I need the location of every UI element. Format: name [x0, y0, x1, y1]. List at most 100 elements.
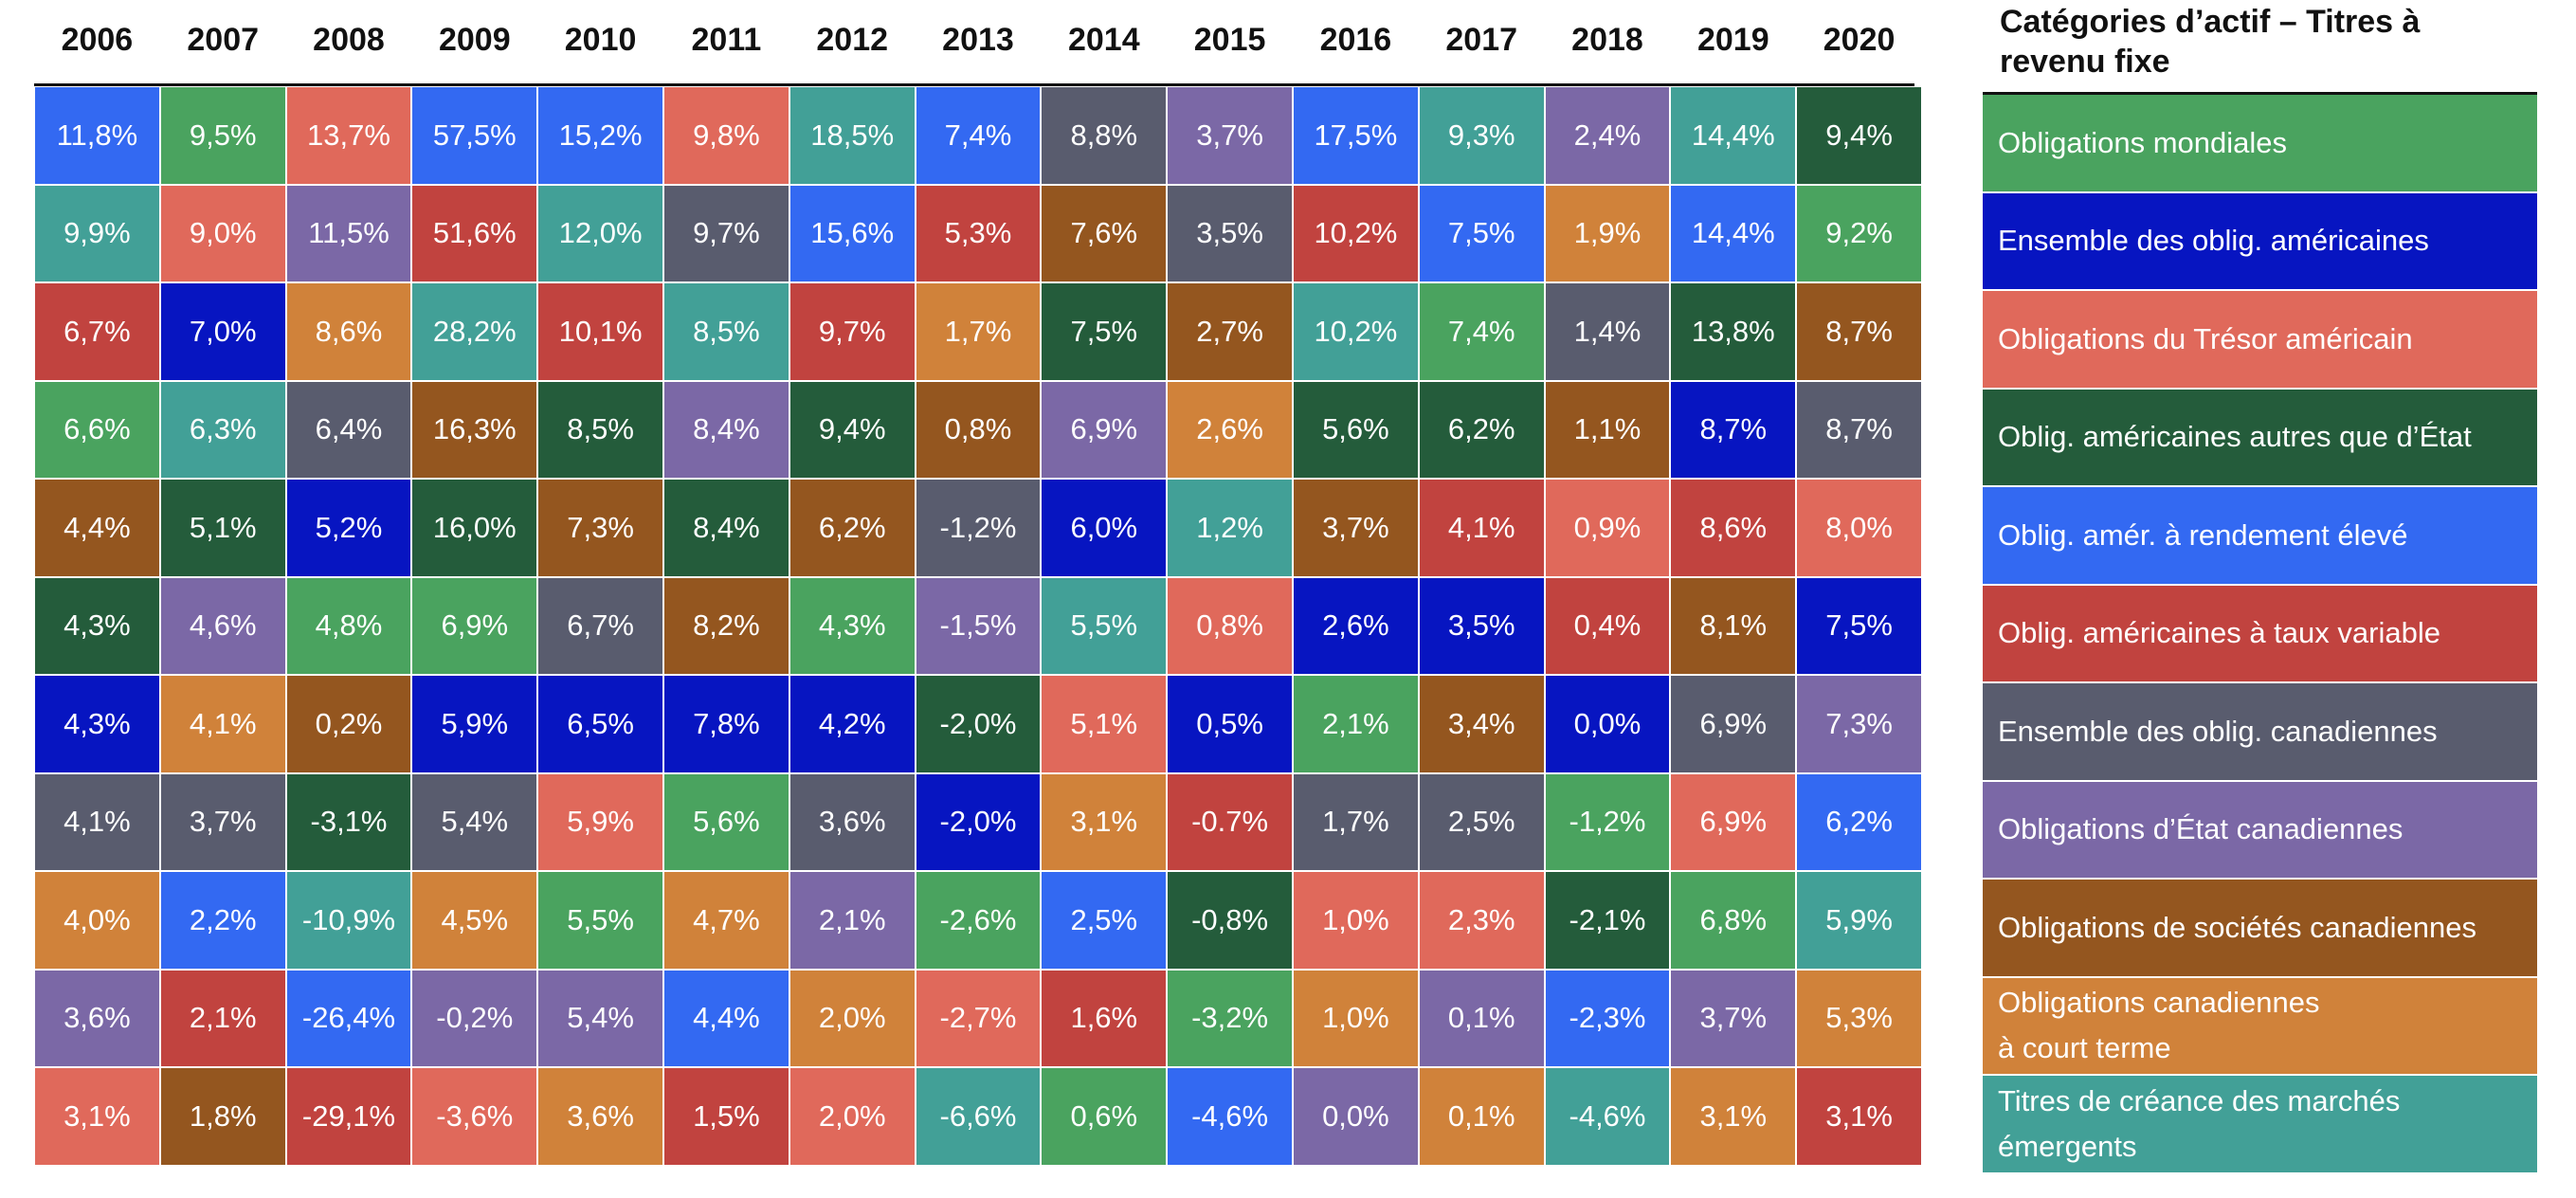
return-cell: 7,4% [915, 86, 1042, 185]
return-cell: 3,1% [1796, 1067, 1922, 1166]
legend-item: Obligations du Trésor américain [1983, 291, 2537, 390]
legend-divider [1983, 92, 2537, 95]
return-cell: 8,7% [1796, 380, 1922, 479]
return-cell: 0,0% [1544, 675, 1671, 773]
legend-item-label: Obligations d’État canadiennes [1998, 812, 2404, 846]
return-cell: -6,6% [915, 1067, 1042, 1166]
return-cell: 3,7% [1293, 479, 1419, 577]
return-cell: 0,0% [1293, 1067, 1419, 1166]
return-cell: -0,2% [411, 969, 538, 1067]
return-cell: 13,7% [285, 86, 412, 185]
return-cell: 8,7% [1796, 282, 1922, 381]
return-cell: 7,0% [159, 282, 286, 381]
return-cell: 16,0% [411, 479, 538, 577]
legend-item: Obligations mondiales [1983, 95, 2537, 193]
return-cell: 7,5% [1796, 576, 1922, 675]
return-cell: 18,5% [789, 86, 916, 185]
return-cell: 9,9% [34, 184, 160, 282]
return-cell: -4,6% [1544, 1067, 1671, 1166]
year-header-2006: 2006 [61, 22, 134, 58]
legend-item: Titres de créance des marchés émergents [1983, 1076, 2537, 1174]
return-cell: 3,6% [34, 969, 160, 1067]
return-cell: 8,5% [663, 282, 789, 381]
legend-item-label: Titres de créance des marchés émergents [1998, 1083, 2401, 1163]
return-cell: 6,4% [285, 380, 412, 479]
return-cell: 2,1% [789, 871, 916, 970]
return-cell: -0,8% [1167, 871, 1293, 970]
return-cell: 2,7% [1167, 282, 1293, 381]
return-cell: 1,5% [663, 1067, 789, 1166]
return-cell: 8,0% [1796, 479, 1922, 577]
legend-item-label: Ensemble des oblig. canadiennes [1998, 714, 2438, 748]
legend-item: Oblig. américaines autres que d’État [1983, 389, 2537, 487]
return-cell: -2,0% [915, 772, 1042, 871]
return-cell: -2,0% [915, 675, 1042, 773]
return-cell: 0,1% [1418, 969, 1545, 1067]
header-divider [34, 83, 1914, 86]
return-cell: 5,1% [1041, 675, 1168, 773]
return-cell: 14,4% [1670, 184, 1797, 282]
return-cell: 9,2% [1796, 184, 1922, 282]
return-cell: -1,2% [915, 479, 1042, 577]
return-cell: 15,2% [537, 86, 663, 185]
return-cell: 4,1% [1418, 479, 1545, 577]
return-cell: 2,5% [1418, 772, 1545, 871]
return-cell: 1,9% [1544, 184, 1671, 282]
legend-item: Obligations de sociétés canadiennes [1983, 880, 2537, 978]
return-cell: 3,4% [1418, 675, 1545, 773]
return-cell: 1,0% [1293, 871, 1419, 970]
return-cell: 9,0% [159, 184, 286, 282]
return-cell: 4,8% [285, 576, 412, 675]
return-cell: 12,0% [537, 184, 663, 282]
return-cell: 3,5% [1418, 576, 1545, 675]
returns-table: 2006 11,8% 9,9% 6,7% 6,6% 4,4% 4,3% 4,3% 4,1% 4,0… [34, 0, 1922, 1175]
return-cell: 51,6% [411, 184, 538, 282]
return-cell: -2,3% [1544, 969, 1671, 1067]
return-cell: -10,9% [285, 871, 412, 970]
legend-item: Ensemble des oblig. canadiennes [1983, 683, 2537, 782]
return-cell: 1,1% [1544, 380, 1671, 479]
return-cell: 9,5% [159, 86, 286, 185]
return-cell: 7,5% [1418, 184, 1545, 282]
return-cell: 0,8% [1167, 576, 1293, 675]
return-cell: 5,9% [1796, 871, 1922, 970]
legend-item-label: Obligations de sociétés canadiennes [1998, 910, 2476, 944]
return-cell: 0,6% [1041, 1067, 1168, 1166]
return-cell: 5,9% [537, 772, 663, 871]
return-cell: 4,3% [789, 576, 916, 675]
return-cell: 0,4% [1544, 576, 1671, 675]
return-cell: 9,4% [1796, 86, 1922, 185]
return-cell: -0.7% [1167, 772, 1293, 871]
return-cell: 8,5% [537, 380, 663, 479]
return-cell: 4,1% [159, 675, 286, 773]
year-header-2014: 2014 [1067, 22, 1140, 58]
return-cell: 0,1% [1418, 1067, 1545, 1166]
return-cell: 8,1% [1670, 576, 1797, 675]
return-cell: 4,2% [789, 675, 916, 773]
return-cell: -3,6% [411, 1067, 538, 1166]
return-cell: 1,7% [915, 282, 1042, 381]
return-cell: 16,3% [411, 380, 538, 479]
legend-item: Obligations d’État canadiennes [1983, 781, 2537, 880]
return-cell: 5,6% [1293, 380, 1419, 479]
year-header-2016: 2016 [1319, 22, 1392, 58]
return-cell: 1,6% [1041, 969, 1168, 1067]
legend-item-label: Ensemble des oblig. américaines [1998, 224, 2429, 258]
return-cell: -26,4% [285, 969, 412, 1067]
return-cell: 8,6% [1670, 479, 1797, 577]
return-cell: 3,1% [1670, 1067, 1797, 1166]
year-header-2012: 2012 [816, 22, 889, 58]
return-cell: 7,3% [1796, 675, 1922, 773]
return-cell: 0,2% [285, 675, 412, 773]
return-cell: 2,5% [1041, 871, 1168, 970]
return-cell: 6,5% [537, 675, 663, 773]
return-cell: 0,8% [915, 380, 1042, 479]
return-cell: 2,2% [159, 871, 286, 970]
return-cell: 9,8% [663, 86, 789, 185]
return-cell: 4,7% [663, 871, 789, 970]
return-cell: 6,9% [1041, 380, 1168, 479]
return-cell: 5,3% [915, 184, 1042, 282]
legend-item-label: Obligations mondiales [1998, 125, 2288, 159]
return-cell: 2,0% [789, 969, 916, 1067]
return-cell: 9,7% [663, 184, 789, 282]
